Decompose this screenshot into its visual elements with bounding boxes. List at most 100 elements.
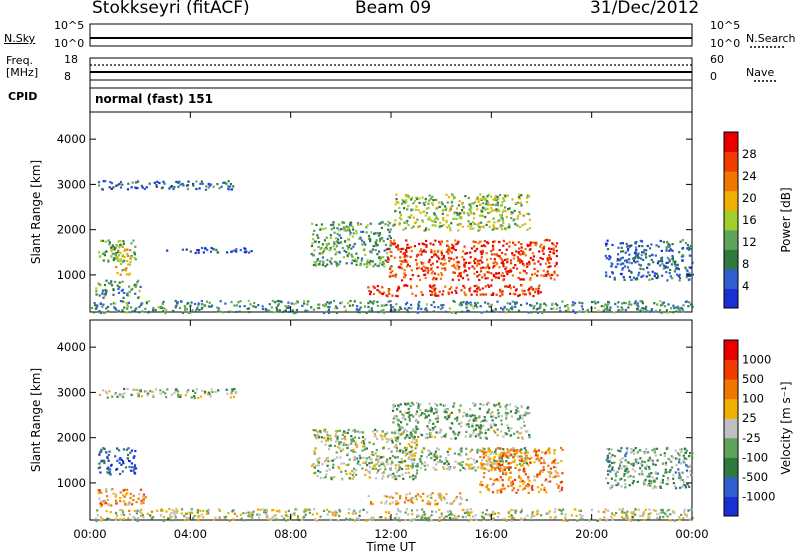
scatter-cell xyxy=(374,477,378,480)
scatter-cell xyxy=(428,194,431,197)
scatter-cell xyxy=(386,252,389,255)
scatter-cell xyxy=(454,289,457,292)
scatter-cell xyxy=(310,244,314,248)
scatter-cell xyxy=(125,292,128,295)
scatter-cell xyxy=(610,486,613,489)
scatter-cell xyxy=(400,421,403,424)
scatter-cell xyxy=(518,450,522,453)
scatter-cell xyxy=(449,206,452,209)
scatter-cell xyxy=(561,300,564,303)
scatter-cell xyxy=(345,262,348,265)
scatter-cell xyxy=(323,436,326,439)
scatter-cell xyxy=(315,464,318,467)
scatter-cell xyxy=(473,245,476,248)
scatter-cell xyxy=(110,488,113,491)
scatter-cell xyxy=(231,388,234,391)
scatter-cell xyxy=(392,224,395,227)
scatter-cell xyxy=(691,452,694,455)
scatter-cell xyxy=(319,476,323,480)
scatter-cell xyxy=(119,300,123,303)
scatter-cell xyxy=(384,468,387,471)
scatter-cell xyxy=(606,239,609,242)
scatter-cell xyxy=(527,289,530,292)
scatter-cell xyxy=(130,393,133,396)
scatter-cell xyxy=(327,242,330,245)
scatter-cell xyxy=(381,260,384,264)
scatter-cell xyxy=(632,257,635,260)
scatter-cell xyxy=(374,241,377,244)
scatter-cell xyxy=(192,182,195,186)
scatter-cell xyxy=(442,467,446,470)
scatter-cell xyxy=(133,455,136,458)
scatter-cell xyxy=(463,291,466,294)
scatter-cell xyxy=(619,478,622,481)
scatter-cell xyxy=(103,447,106,451)
scatter-cell xyxy=(485,252,488,255)
scatter-cell xyxy=(329,434,332,437)
scatter-cell xyxy=(404,402,407,405)
scatter-cell xyxy=(460,450,463,453)
scatter-cell xyxy=(396,492,399,495)
scatter-cell xyxy=(142,516,145,519)
scatter-cell xyxy=(377,469,380,472)
scatter-cell xyxy=(436,456,439,459)
scatter-cell xyxy=(469,256,472,259)
scatter-cell xyxy=(248,311,251,314)
scatter-cell xyxy=(633,470,637,473)
scatter-cell xyxy=(381,292,385,296)
scatter-cell xyxy=(410,509,413,512)
scatter-cell xyxy=(331,476,334,479)
scatter-cell xyxy=(552,249,555,252)
scatter-cell xyxy=(313,249,316,252)
scatter-cell xyxy=(162,390,165,393)
scatter-cell xyxy=(287,509,290,512)
scatter-cell xyxy=(349,231,352,234)
scatter-cell xyxy=(425,415,428,418)
scatter-cell xyxy=(542,468,545,471)
scatter-cell xyxy=(504,206,507,209)
scatter-cell xyxy=(476,259,479,262)
scatter-cell xyxy=(452,271,455,274)
scatter-cell xyxy=(347,444,350,447)
scatter-cell xyxy=(510,448,513,451)
scatter-cell xyxy=(402,200,405,203)
scatter-cell xyxy=(327,460,330,463)
scatter-cell xyxy=(98,251,101,254)
scatter-cell xyxy=(495,293,498,296)
scatter-cell xyxy=(553,270,556,273)
scatter-cell xyxy=(164,392,167,395)
scatter-cell xyxy=(355,457,359,460)
scatter-cell xyxy=(604,303,607,306)
scatter-cell xyxy=(506,308,509,311)
scatter-cell xyxy=(526,514,529,517)
scatter-cell xyxy=(177,185,180,188)
scatter-cell xyxy=(405,493,408,496)
scatter-cell xyxy=(521,414,524,417)
scatter-cell xyxy=(478,240,482,243)
scatter-cell xyxy=(393,256,396,259)
scatter-cell xyxy=(377,461,380,464)
scatter-cell xyxy=(399,495,402,498)
scatter-cell xyxy=(495,208,498,211)
scatter-cell xyxy=(487,284,490,287)
scatter-cell xyxy=(95,293,98,296)
scatter-cell xyxy=(325,243,328,246)
scatter-cell xyxy=(335,311,338,314)
scatter-cell xyxy=(626,450,629,453)
scatter-cell xyxy=(395,193,398,196)
scatter-cell xyxy=(112,257,116,260)
scatter-cell xyxy=(618,462,622,466)
scatter-cell xyxy=(207,391,210,394)
scatter-cell xyxy=(205,300,209,303)
scatter-cell xyxy=(114,257,117,260)
scatter-cell xyxy=(152,309,155,312)
scatter-cell xyxy=(107,239,110,242)
scatter-cell xyxy=(427,517,430,520)
scatter-cell xyxy=(474,514,477,517)
scatter-cell xyxy=(369,502,373,505)
scatter-cell xyxy=(216,251,220,254)
scatter-cell xyxy=(406,308,409,311)
scatter-cell xyxy=(383,291,386,294)
scatter-cell xyxy=(496,300,499,303)
scatter-cell xyxy=(478,273,481,276)
